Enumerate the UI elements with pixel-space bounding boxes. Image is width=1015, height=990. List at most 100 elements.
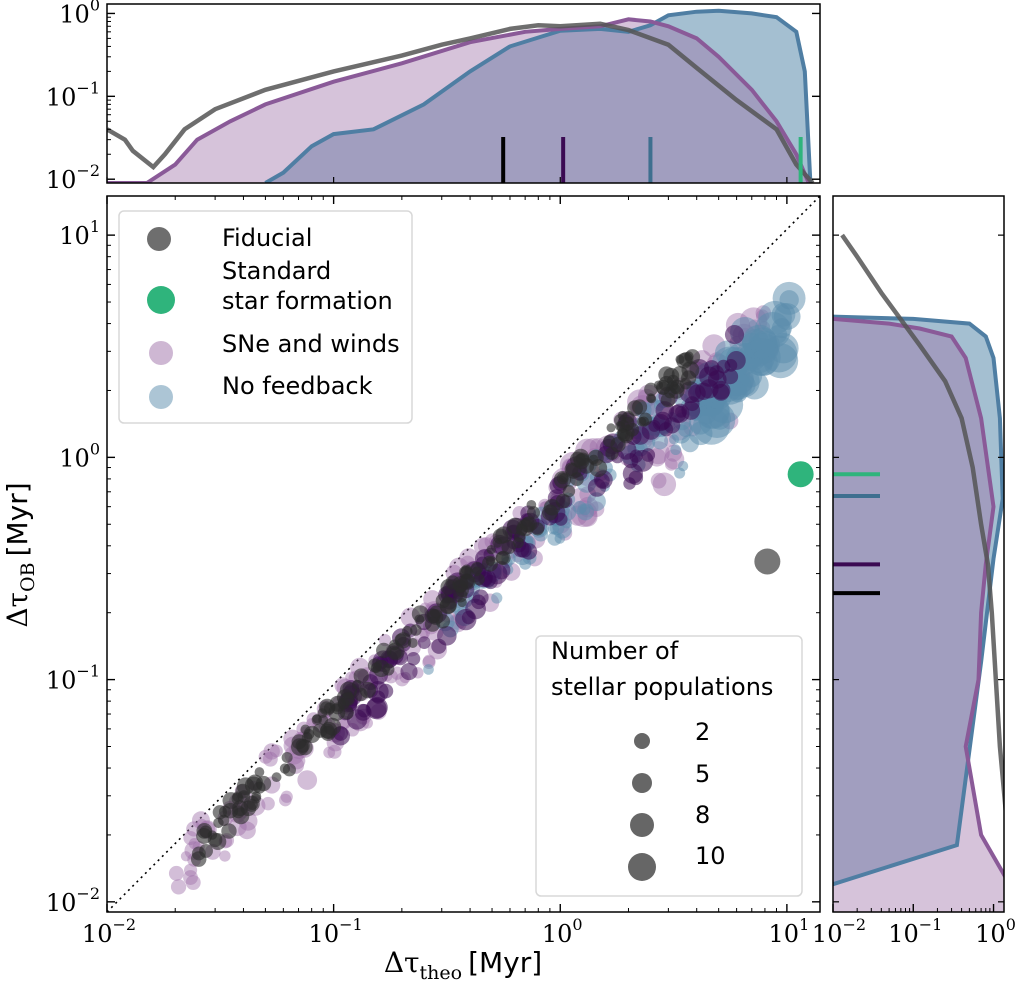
right-marginal-panel: 10−2 10−1 100: [812, 195, 1015, 948]
right-x-tick-label: 10−2: [812, 915, 866, 948]
point-fiducial: [300, 724, 311, 735]
y-tick-label: 100: [59, 439, 100, 472]
point-sne-and-winds: [170, 879, 187, 895]
point-fiducial: [254, 767, 265, 777]
right-marginal-x-ticks: 10−2 10−1 100: [812, 234, 1015, 948]
point-no-feedback: [572, 500, 587, 515]
top-y-tick-label: 10−1: [46, 78, 100, 111]
top-line-fiducial: [107, 21, 815, 183]
point-fiducial: [605, 446, 619, 460]
top-marginal-panel: 10−2 10−1 100: [46, 0, 821, 194]
point-highlight-standard-star-formation: [787, 461, 814, 488]
point-sne-and-winds: [652, 472, 677, 497]
legend-label-sne-and-winds: SNe and winds: [222, 330, 400, 358]
point-fiducial: [621, 416, 635, 431]
size-legend-marker-8: [630, 813, 654, 837]
point-fiducial: [527, 506, 541, 520]
point-sne-and-winds-dense: [471, 594, 486, 610]
point-fiducial: [675, 354, 685, 364]
point-fiducial: [212, 805, 227, 820]
point-no-feedback: [669, 434, 680, 445]
point-sne-and-winds: [323, 746, 336, 759]
y-axis-label-subscript: OB: [17, 562, 39, 592]
point-fiducial: [253, 781, 266, 794]
right-area-sne-and-winds: [833, 318, 1004, 912]
point-fiducial: [543, 499, 561, 516]
point-fiducial: [414, 614, 425, 625]
one-to-one-line: [107, 196, 820, 912]
point-sne-and-winds-dense: [554, 512, 568, 526]
main-x-ticks: 10−2 10−1 100 101: [82, 196, 809, 948]
legend-label-no-feedback: No feedback: [222, 372, 373, 400]
point-fiducial: [376, 642, 392, 659]
y-axis-label-symbol: Δτ: [1, 592, 34, 628]
point-fiducial: [352, 679, 362, 690]
point-fiducial: [684, 351, 694, 361]
top-marginal-frame: [106, 3, 821, 184]
right-marginal-frame: [832, 195, 1005, 913]
point-sne-and-winds-dense: [406, 652, 421, 666]
top-marginal-medians: [501, 137, 803, 183]
point-fiducial: [401, 626, 413, 637]
legend-label-fiducial: Fiducial: [222, 224, 312, 252]
point-fiducial: [520, 516, 537, 533]
point-fiducial: [452, 576, 469, 593]
size-legend: Number of stellar populations 2 5 8 10: [535, 635, 803, 897]
point-sne-and-winds: [219, 850, 231, 862]
top-y-tick-label: 100: [59, 0, 100, 28]
point-sne-and-winds: [184, 863, 198, 877]
y-axis-label: ΔτOB [Myr]: [1, 482, 39, 627]
size-legend-label-10: 10: [695, 842, 726, 870]
point-fiducial: [271, 772, 282, 783]
point-fiducial: [457, 597, 467, 608]
point-sne-and-winds: [238, 821, 256, 840]
x-axis-label-subscript: theo: [420, 962, 463, 984]
size-legend-label-8: 8: [695, 801, 710, 829]
legend-label-standard-star-formation: Standard: [222, 257, 331, 285]
point-sne-and-winds-dense: [670, 403, 690, 423]
point-no-feedback: [423, 664, 434, 675]
point-sne-and-winds: [327, 744, 342, 759]
point-sne-and-winds: [422, 654, 436, 668]
point-sne-and-winds-dense: [417, 636, 431, 650]
right-marginal-medians: [833, 472, 880, 596]
point-sne-and-winds-dense: [724, 325, 745, 345]
right-outline-sne-and-winds: [833, 316, 1004, 879]
x-axis-label: Δτtheo [Myr]: [384, 946, 542, 984]
point-no-feedback: [677, 460, 689, 472]
point-fiducial: [644, 382, 658, 397]
point-fiducial: [323, 717, 342, 736]
right-line-fiducial: [840, 233, 1004, 817]
point-fiducial: [619, 429, 634, 444]
point-fiducial: [492, 528, 509, 545]
point-fiducial: [207, 830, 218, 840]
legend-marker-sne-and-winds: [149, 341, 173, 365]
point-fiducial: [213, 817, 224, 829]
point-sne-and-winds: [269, 744, 283, 758]
point-fiducial: [427, 609, 444, 625]
point-fiducial: [290, 738, 309, 756]
size-legend-label-2: 2: [695, 718, 710, 746]
point-sne-and-winds-dense: [712, 383, 730, 401]
point-no-feedback: [734, 374, 756, 396]
point-highlight-fiducial: [754, 548, 781, 575]
point-sne-and-winds: [665, 458, 678, 471]
point-sne-and-winds: [183, 870, 198, 885]
point-sne-and-winds-dense: [520, 543, 538, 560]
point-fiducial: [481, 555, 499, 572]
y-tick-label: 10−2: [46, 884, 100, 917]
size-legend-marker-5: [632, 773, 652, 793]
point-fiducial: [486, 545, 496, 555]
point-fiducial: [587, 449, 604, 466]
right-outline-no-feedback: [833, 314, 1004, 887]
legend-marker-fiducial: [147, 227, 171, 251]
main-plot-frame: [106, 195, 821, 913]
right-area-no-feedback: [833, 316, 1003, 885]
point-fiducial: [301, 732, 313, 743]
series-legend-box: [118, 210, 413, 424]
point-fiducial: [496, 550, 511, 566]
point-no-feedback: [772, 281, 806, 315]
size-legend-title-line2: stellar populations: [551, 673, 773, 701]
point-fiducial: [670, 383, 681, 394]
point-sne-and-winds: [280, 790, 293, 803]
